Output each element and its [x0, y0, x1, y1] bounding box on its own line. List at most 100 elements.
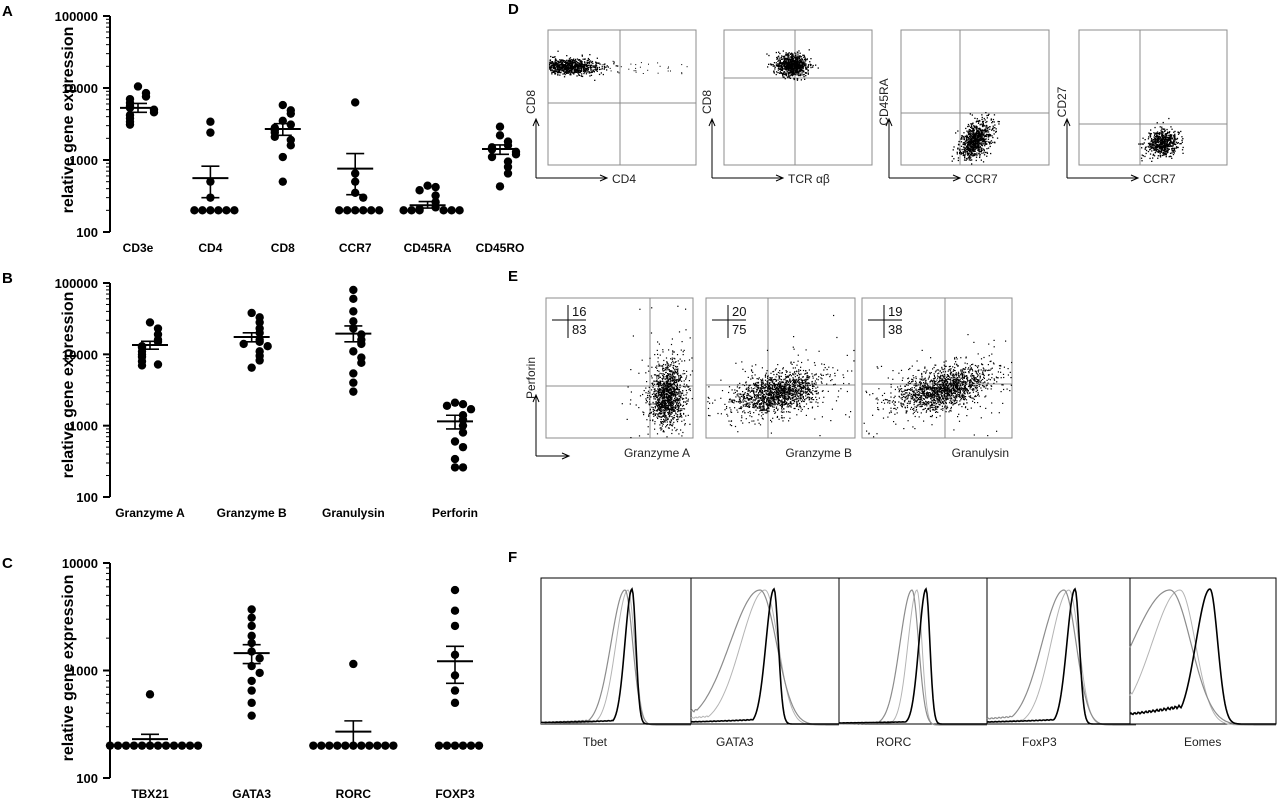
y-axis-label-b: relative gene expression — [60, 292, 77, 479]
category-granulysin: Granulysin — [322, 285, 385, 520]
event-cloud — [766, 49, 819, 81]
data-point — [137, 741, 147, 750]
data-point — [198, 206, 207, 215]
data-point — [357, 339, 366, 349]
x-category-label: Granulysin — [322, 506, 385, 520]
plot-frame — [547, 29, 697, 166]
x-category-label: FOXP3 — [435, 787, 475, 800]
x-category-label: TBX21 — [131, 787, 169, 800]
data-point — [503, 169, 513, 178]
histogram-3: RORC — [838, 577, 988, 749]
plot-frame — [705, 297, 856, 439]
y-arrow-head — [532, 393, 540, 403]
data-point — [450, 686, 460, 695]
x-category-label: GATA3 — [232, 787, 271, 800]
histogram-curve — [690, 587, 839, 725]
data-point — [105, 741, 115, 750]
category-granzyme-a: Granzyme A — [115, 318, 185, 520]
category-tbx21: TBX21 — [105, 690, 203, 800]
y-tick-label: 1000 — [69, 153, 98, 168]
data-point — [247, 686, 256, 695]
x-category-label: CD3e — [123, 241, 154, 255]
data-point — [455, 206, 464, 215]
data-point — [247, 676, 256, 686]
data-point — [247, 631, 256, 641]
data-point — [365, 741, 374, 750]
data-point — [190, 206, 199, 215]
flow-y-label: CD8 — [700, 90, 714, 114]
data-point — [349, 659, 358, 669]
data-point — [375, 206, 384, 215]
y-arrow-head — [708, 117, 716, 127]
data-point — [214, 206, 223, 215]
flow-y-label: CD27 — [1055, 86, 1069, 117]
flow-x-label: Granzyme B — [785, 446, 852, 460]
data-point — [145, 318, 155, 327]
y-tick-label: 1000 — [69, 664, 98, 679]
plot-frame — [861, 297, 1013, 439]
data-point — [349, 378, 358, 387]
data-point — [458, 421, 468, 430]
data-point — [503, 162, 513, 172]
data-point — [161, 741, 171, 750]
data-point — [439, 206, 448, 215]
flow-panel-d: CD8 CD4 CD8 TCR αβ CD45RA CCR7 CD27 CCR7 — [524, 29, 1228, 186]
data-point — [450, 398, 460, 407]
data-point — [206, 128, 215, 137]
event-cloud — [863, 334, 1013, 438]
data-point — [466, 405, 476, 414]
scatter-layer: 100 1000 10000 100000 CD3e CD4 CD8 CCR7 CD45RA CD… — [55, 9, 525, 800]
data-point — [511, 150, 521, 159]
data-point — [141, 92, 151, 101]
data-point — [206, 206, 215, 215]
y-tick-label: 100 — [76, 225, 98, 240]
scatter-chart-b: 100 1000 10000 100000 Granzyme A Granzyme B Gr… — [55, 276, 478, 520]
data-point — [442, 741, 452, 750]
flow-x-label: CCR7 — [965, 172, 998, 186]
data-point — [247, 605, 256, 614]
data-point — [458, 741, 468, 750]
data-point — [193, 741, 203, 750]
data-point — [450, 454, 460, 464]
data-point — [113, 741, 123, 750]
y-arrow-head — [1063, 117, 1071, 127]
data-point — [450, 621, 460, 631]
data-point — [247, 613, 256, 622]
data-point — [349, 387, 358, 396]
histogram-label: Eomes — [1184, 735, 1221, 749]
data-point — [145, 690, 155, 699]
data-point — [278, 100, 287, 110]
panel-letter-b: B — [2, 270, 13, 287]
data-point — [399, 206, 408, 215]
data-point — [359, 206, 368, 215]
x-arrow-head — [599, 174, 609, 182]
category-gata3: GATA3 — [232, 605, 271, 800]
data-point — [153, 360, 163, 369]
y-axis-label-a: relative gene expression — [60, 27, 77, 214]
dot-plot-d-3: CD45RA CCR7 — [877, 29, 1050, 186]
histogram-4: FoxP3 — [986, 577, 1137, 749]
flow-x-label: CCR7 — [1143, 172, 1176, 186]
data-point — [177, 741, 187, 750]
dot-plot-d-4: CD27 CCR7 — [1055, 29, 1228, 186]
flow-e-axes: Perforin — [524, 357, 571, 460]
data-point — [373, 741, 382, 750]
data-point — [423, 181, 432, 190]
data-point — [450, 585, 460, 595]
x-category-label: RORC — [336, 787, 372, 800]
data-point — [247, 698, 256, 708]
data-point — [458, 399, 468, 409]
histogram-2: GATA3 — [690, 577, 840, 749]
histogram-1: Tbet — [540, 577, 692, 749]
flow-x-label: Granzyme A — [624, 446, 690, 460]
category-granzyme-b: Granzyme B — [217, 308, 287, 520]
flow-x-label: CD4 — [612, 172, 636, 186]
data-point — [495, 131, 505, 140]
data-point — [247, 621, 256, 631]
category-rorc: RORC — [309, 659, 398, 800]
data-point — [450, 463, 460, 472]
x-arrow-head — [561, 452, 571, 460]
category-cd45ra: CD45RA — [399, 181, 464, 255]
y-tick-label: 10000 — [62, 556, 98, 571]
